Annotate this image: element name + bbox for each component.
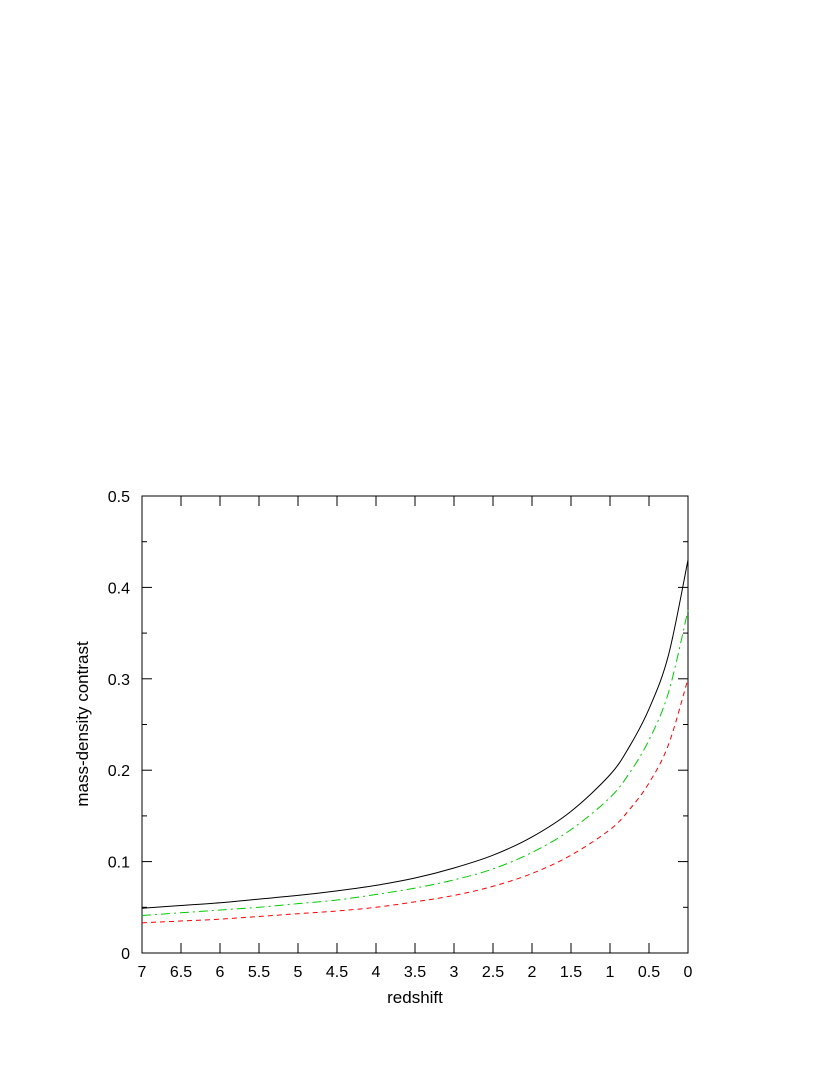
- y-axis-title: mass-density contrast: [73, 641, 92, 807]
- y-tick-labels: 0 0.1 0.2 0.3 0.4 0.5: [108, 489, 130, 963]
- x-tick-label: 4.5: [326, 964, 348, 981]
- x-tick-label: 0.5: [638, 964, 660, 981]
- x-axis-title: redshift: [387, 988, 443, 1007]
- x-tick-label: 6.5: [170, 964, 192, 981]
- y-tick-label: 0.2: [108, 763, 130, 780]
- x-tick-label: 2.5: [482, 964, 504, 981]
- x-tick-label: 3: [450, 964, 459, 981]
- series-line-2: [141, 678, 689, 924]
- y-tick-label: 0.1: [108, 855, 130, 872]
- series-line-0: [141, 559, 689, 909]
- x-tick-label: 3.5: [404, 964, 426, 981]
- x-tick-label: 4: [372, 964, 381, 981]
- y-tick-label: 0.4: [108, 580, 130, 597]
- series-line-1: [141, 610, 689, 917]
- x-tick-label: 1: [606, 964, 615, 981]
- x-tick-label: 1.5: [560, 964, 582, 981]
- series-lines: [141, 559, 689, 924]
- tick-marks: [141, 495, 689, 954]
- x-tick-labels: 7 6.5 6 5.5 5 4.5 4 3.5 3 2.5 2 1.5 1 0.5 0: [138, 964, 693, 981]
- x-tick-label: 5: [294, 964, 303, 981]
- y-tick-label: 0.3: [108, 672, 130, 689]
- x-tick-label: 0: [684, 964, 693, 981]
- x-tick-label: 6: [216, 964, 225, 981]
- x-tick-label: 2: [528, 964, 537, 981]
- y-tick-label: 0.5: [108, 489, 130, 506]
- plot-frame: [141, 495, 689, 954]
- x-tick-label: 5.5: [248, 964, 270, 981]
- y-tick-label: 0: [121, 946, 130, 963]
- x-tick-label: 7: [138, 964, 147, 981]
